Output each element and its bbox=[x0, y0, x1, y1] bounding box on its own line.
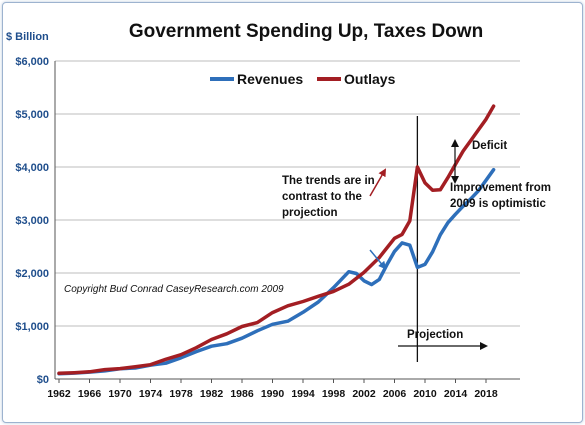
trend-down-arrow bbox=[369, 249, 387, 270]
legend-label-outlays: Outlays bbox=[344, 71, 396, 87]
y-tick-label: $0 bbox=[37, 374, 49, 386]
y-tick-label: $2,000 bbox=[15, 268, 49, 280]
legend: Revenues Outlays bbox=[210, 71, 396, 87]
x-tick-label: 1986 bbox=[230, 388, 254, 400]
series-line-outlays bbox=[57, 104, 496, 376]
x-tick-label: 2014 bbox=[444, 388, 468, 400]
x-tick-label: 1978 bbox=[169, 388, 193, 400]
y-tick-label: $6,000 bbox=[15, 56, 49, 68]
y-tick-label: $1,000 bbox=[15, 321, 49, 333]
x-tick-label: 2006 bbox=[383, 388, 407, 400]
y-tick-label: $5,000 bbox=[15, 109, 49, 121]
annotation-improvement-line-2: 2009 is optimistic bbox=[450, 198, 546, 210]
x-tick-label: 1966 bbox=[78, 388, 102, 400]
x-tick-label: 1994 bbox=[291, 388, 315, 400]
annotation-deficit: Deficit bbox=[472, 140, 507, 152]
trend-up-arrow bbox=[369, 168, 386, 197]
series-line-revenues bbox=[57, 167, 496, 376]
x-tick-label: 2018 bbox=[474, 388, 498, 400]
x-tick-label: 1982 bbox=[200, 388, 224, 400]
x-tick-label: 1990 bbox=[261, 388, 285, 400]
x-tick-label: 1974 bbox=[139, 388, 163, 400]
y-axis-label: $ Billion bbox=[6, 31, 49, 43]
annotation-projection: Projection bbox=[407, 329, 463, 341]
x-tick-label: 1962 bbox=[47, 388, 71, 400]
x-tick-label: 2010 bbox=[413, 388, 437, 400]
chart-title: Government Spending Up, Taxes Down bbox=[129, 21, 483, 42]
y-tick-label: $4,000 bbox=[15, 162, 49, 174]
x-tick-label: 1998 bbox=[322, 388, 346, 400]
annotation-trends-line-2: contrast to the bbox=[282, 191, 362, 203]
annotation-trends-line-3: projection bbox=[282, 207, 338, 219]
legend-label-revenues: Revenues bbox=[237, 71, 303, 87]
annotation-improvement-line-1: Improvement from bbox=[450, 182, 551, 194]
x-tick-label: 1970 bbox=[108, 388, 132, 400]
x-tick-label: 2002 bbox=[352, 388, 376, 400]
copyright-note: Copyright Bud Conrad CaseyResearch.com 2… bbox=[64, 284, 284, 295]
annotation-trends-line-1: The trends are in bbox=[282, 175, 375, 187]
y-tick-label: $3,000 bbox=[15, 215, 49, 227]
